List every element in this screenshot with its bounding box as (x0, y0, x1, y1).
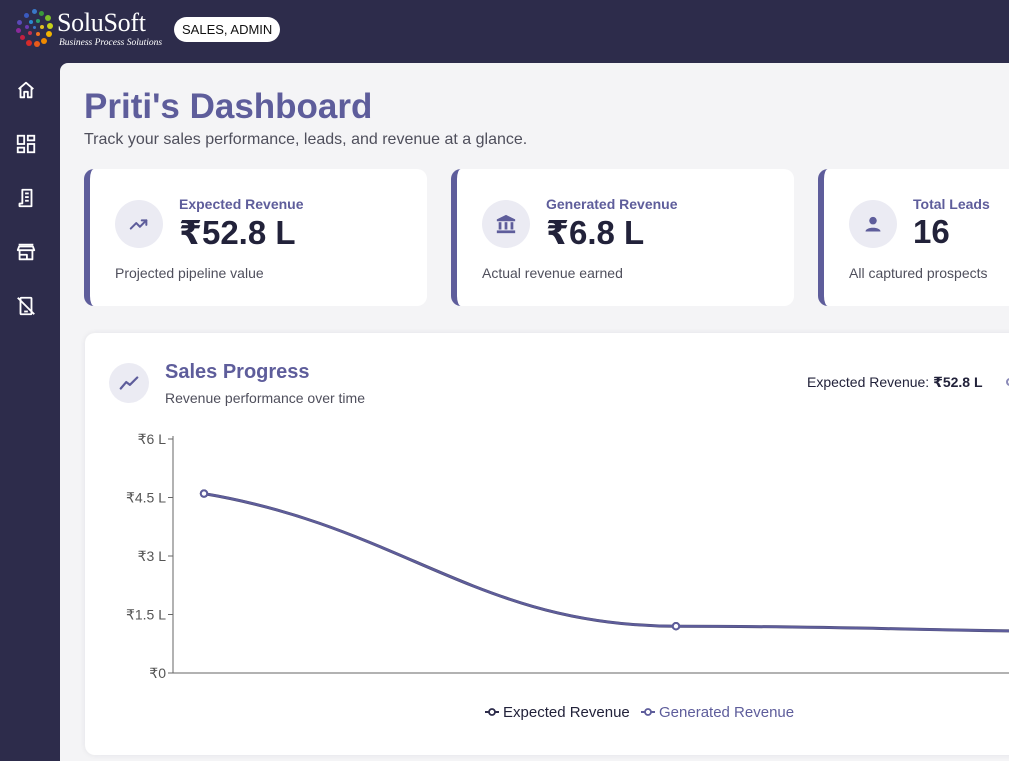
brand-tagline: Business Process Solutions (59, 38, 163, 48)
sidebar (0, 63, 60, 761)
line-chart-icon (109, 363, 149, 403)
stat-card-generated-revenue[interactable]: Generated Revenue ₹6.8 L Actual revenue … (451, 169, 794, 306)
bank-icon (482, 200, 530, 248)
stat-card-total-leads[interactable]: Total Leads 16 All captured prospects (818, 169, 1009, 306)
sidebar-item-mobile-off[interactable] (15, 295, 39, 319)
stat-value: ₹6.8 L (546, 214, 645, 251)
stat-label: Generated Revenue (546, 196, 678, 212)
legend-marker (644, 708, 652, 716)
sidebar-item-home[interactable] (15, 79, 39, 103)
stat-description: All captured prospects (849, 265, 988, 281)
top-bar: SoluSoft Business Process Solutions SALE… (0, 0, 1009, 63)
page-subtitle: Track your sales performance, leads, and… (84, 131, 528, 148)
series-line-generated-revenue (202, 492, 1009, 633)
dashboard-icon (16, 134, 36, 154)
sidebar-item-dashboard[interactable] (15, 133, 39, 157)
y-tick-label: ₹1.5 L (126, 607, 166, 623)
chart-title: Sales Progress (165, 361, 310, 383)
main-content: Priti's Dashboard Track your sales perfo… (60, 63, 1009, 761)
stat-label: Expected Revenue (179, 196, 304, 212)
chart-summary: Expected Revenue: ₹52.8 L (807, 374, 983, 391)
home-icon (18, 81, 34, 99)
stat-label: Total Leads (913, 196, 990, 212)
stat-card-expected-revenue[interactable]: Expected Revenue ₹52.8 L Projected pipel… (84, 169, 427, 306)
store-icon (16, 243, 36, 261)
page-title: Priti's Dashboard (84, 87, 373, 126)
legend-marker (488, 708, 496, 716)
y-tick-label: ₹0 (149, 665, 166, 681)
data-point (671, 622, 681, 631)
logo-mark-icon (14, 8, 56, 52)
sales-progress-card: Sales Progress Revenue performance over … (85, 333, 1009, 755)
receipt-icon (18, 188, 33, 208)
role-badge: SALES, ADMIN (174, 17, 281, 42)
sales-progress-chart: ₹0 ₹1.5 L ₹3 L ₹4.5 L ₹6 L Expected Revenue Ge… (126, 431, 1009, 721)
stat-description: Actual revenue earned (482, 265, 623, 281)
legend-label: Generated Revenue (659, 704, 794, 721)
solusoft-logo[interactable]: SoluSoft Business Process Solutions (14, 8, 164, 52)
stat-value: 16 (913, 213, 950, 250)
summary-marker-icon (1006, 378, 1009, 386)
brand-name: SoluSoft (57, 8, 146, 37)
trending-up-icon (115, 200, 163, 248)
y-tick-label: ₹4.5 L (126, 490, 166, 506)
stat-description: Projected pipeline value (115, 265, 264, 281)
summary-label: Expected Revenue: (807, 374, 934, 390)
sidebar-item-reports[interactable] (15, 187, 39, 211)
person-icon (849, 200, 897, 248)
stat-value: ₹52.8 L (179, 214, 296, 251)
data-point (199, 489, 209, 498)
chart-subtitle: Revenue performance over time (165, 390, 365, 406)
y-tick-label: ₹3 L (138, 548, 167, 564)
series-line-expected-revenue (202, 492, 1009, 633)
summary-value: ₹52.8 L (933, 374, 983, 390)
y-tick-label: ₹6 L (138, 431, 167, 447)
sidebar-item-store[interactable] (15, 241, 39, 265)
legend-label: Expected Revenue (503, 704, 630, 721)
mobile-off-icon (17, 296, 35, 316)
